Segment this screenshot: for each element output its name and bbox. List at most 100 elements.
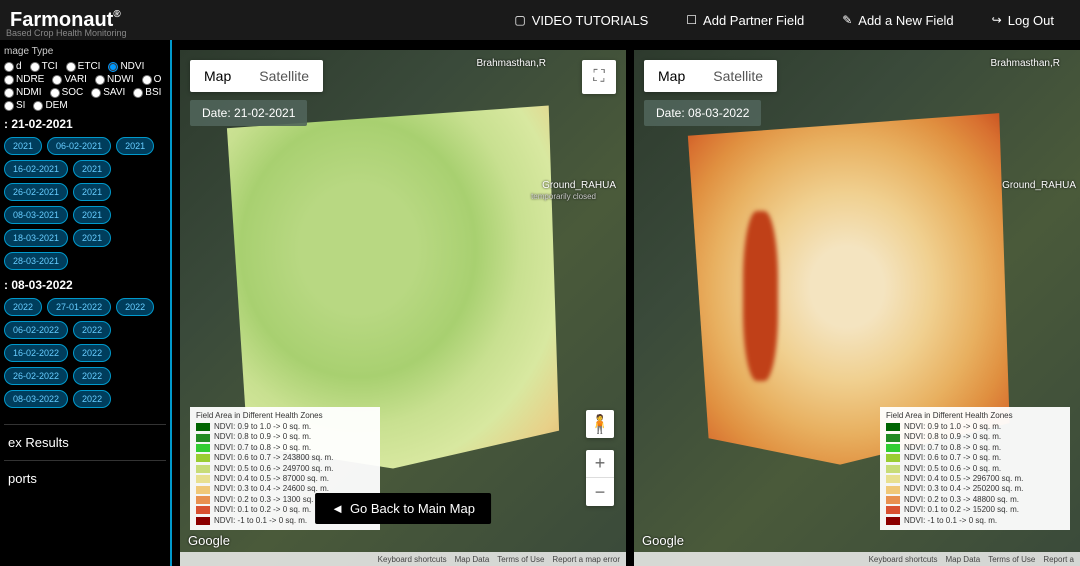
nav-logout[interactable]: ↪Log Out (992, 13, 1054, 28)
legend-row: NDVI: 0.5 to 0.6 -> 249700 sq. m. (196, 464, 374, 474)
legend-row: NDVI: 0.9 to 1.0 -> 0 sq. m. (886, 422, 1064, 432)
brand-subtitle: Based Crop Health Monitoring (6, 28, 127, 38)
date-badge-left: Date: 21-02-2021 (190, 100, 307, 126)
radio-bsi[interactable]: BSI (133, 87, 161, 98)
radio-ndmi[interactable]: NDMI (4, 87, 42, 98)
map-tab-map[interactable]: Map (644, 60, 699, 92)
nav-add-new-field[interactable]: ✎Add a New Field (842, 13, 953, 28)
date-pill[interactable]: 2021 (73, 160, 111, 178)
legend-swatch (196, 517, 210, 525)
radio-dem[interactable]: DEM (33, 100, 67, 111)
zoom-controls: + − (586, 450, 614, 506)
date-pill[interactable]: 2022 (73, 390, 111, 408)
legend-swatch (196, 475, 210, 483)
sidebar-link-results[interactable]: ex Results (4, 424, 166, 460)
radio-savi[interactable]: SAVI (91, 87, 125, 98)
zoom-out-button[interactable]: − (586, 478, 614, 506)
date-pill[interactable]: 06-02-2022 (4, 321, 68, 339)
date-pill[interactable]: 2022 (4, 298, 42, 316)
date-pill[interactable]: 08-03-2021 (4, 206, 68, 224)
legend-row: NDVI: 0.4 to 0.5 -> 296700 sq. m. (886, 474, 1064, 484)
map-footer-link[interactable]: Keyboard shortcuts (869, 555, 938, 564)
legend-swatch (196, 434, 210, 442)
radio-soc[interactable]: SOC (50, 87, 84, 98)
map-tab-map[interactable]: Map (190, 60, 245, 92)
google-logo: Google (188, 533, 230, 548)
legend-swatch (886, 423, 900, 431)
fullscreen-button[interactable]: ⛶ (582, 60, 616, 94)
date-pill[interactable]: 27-01-2022 (47, 298, 111, 316)
map-place-label: Ground_RAHUA (1002, 180, 1076, 191)
map-footer-right: Keyboard shortcuts Map Data Terms of Use Re… (634, 552, 1080, 566)
date-pill[interactable]: 06-02-2021 (47, 137, 111, 155)
legend-swatch (886, 454, 900, 462)
go-back-button[interactable]: ◄Go Back to Main Map (315, 493, 491, 524)
legend-swatch (886, 444, 900, 452)
map-tab-satellite[interactable]: Satellite (699, 60, 777, 92)
radio-ndvi[interactable]: NDVI (108, 61, 144, 72)
date-pill[interactable]: 2021 (4, 137, 42, 155)
map-footer-link[interactable]: Terms of Use (497, 555, 544, 564)
date-pill[interactable]: 26-02-2022 (4, 367, 68, 385)
date-pill[interactable]: 2021 (73, 183, 111, 201)
date-pill[interactable]: 26-02-2021 (4, 183, 68, 201)
legend-swatch (196, 506, 210, 514)
date-pill[interactable]: 2022 (73, 367, 111, 385)
map-footer-link[interactable]: Report a map error (552, 555, 620, 564)
radio-ndwi[interactable]: NDWI (95, 74, 134, 85)
radio-o[interactable]: O (142, 74, 162, 85)
ndvi-legend-right: Field Area in Different Health Zones NDV… (880, 407, 1070, 530)
radio-etci[interactable]: ETCI (66, 61, 101, 72)
date-badge-right: Date: 08-03-2022 (644, 100, 761, 126)
map-place-label: Brahmasthan,R (477, 58, 546, 69)
legend-swatch (886, 465, 900, 473)
legend-row: NDVI: 0.7 to 0.8 -> 0 sq. m. (886, 443, 1064, 453)
radio-d[interactable]: d (4, 61, 22, 72)
date-pill[interactable]: 16-02-2022 (4, 344, 68, 362)
legend-row: NDVI: 0.8 to 0.9 -> 0 sq. m. (886, 432, 1064, 442)
image-type-label: mage Type (4, 46, 166, 57)
legend-swatch (886, 506, 900, 514)
map-footer-link[interactable]: Report a (1043, 555, 1074, 564)
date-pill[interactable]: 2021 (116, 137, 154, 155)
radio-si[interactable]: SI (4, 100, 25, 111)
legend-swatch (886, 434, 900, 442)
map-panel-left[interactable]: Brahmasthan,R Ground_RAHUA temporarily c… (180, 50, 626, 566)
date-pill[interactable]: 28-03-2021 (4, 252, 68, 270)
legend-row: NDVI: 0.5 to 0.6 -> 0 sq. m. (886, 464, 1064, 474)
map-panel-right[interactable]: Brahmasthan,R Ground_RAHUA Map Satellite… (634, 50, 1080, 566)
legend-swatch (886, 517, 900, 525)
back-arrow-icon: ◄ (331, 501, 344, 516)
radio-tci[interactable]: TCI (30, 61, 58, 72)
legend-row: NDVI: 0.1 to 0.2 -> 15200 sq. m. (886, 505, 1064, 515)
sidebar-link-reports[interactable]: ports (4, 460, 166, 496)
zoom-in-button[interactable]: + (586, 450, 614, 478)
legend-swatch (196, 486, 210, 494)
date-pill[interactable]: 2021 (73, 206, 111, 224)
date-pill[interactable]: 2022 (73, 344, 111, 362)
date-pill[interactable]: 2021 (73, 229, 111, 247)
header-bar: Farmonaut® Based Crop Health Monitoring … (0, 0, 1080, 40)
map-footer-link[interactable]: Keyboard shortcuts (378, 555, 447, 564)
date-pill[interactable]: 18-03-2021 (4, 229, 68, 247)
radio-vari[interactable]: VARI (52, 74, 87, 85)
legend-swatch (196, 423, 210, 431)
nav-video-tutorials[interactable]: ▢VIDEO TUTORIALS (514, 13, 648, 28)
map-footer-link[interactable]: Map Data (946, 555, 981, 564)
map-footer-link[interactable]: Terms of Use (988, 555, 1035, 564)
legend-swatch (196, 444, 210, 452)
map-footer-link[interactable]: Map Data (455, 555, 490, 564)
legend-row: NDVI: 0.4 to 0.5 -> 87000 sq. m. (196, 474, 374, 484)
radio-ndre[interactable]: NDRE (4, 74, 44, 85)
map-tab-satellite[interactable]: Satellite (245, 60, 323, 92)
legend-swatch (196, 465, 210, 473)
map-place-label: Brahmasthan,R (991, 58, 1060, 69)
date-pill[interactable]: 16-02-2021 (4, 160, 68, 178)
nav-add-partner-field[interactable]: ☐Add Partner Field (686, 13, 804, 28)
legend-swatch (196, 454, 210, 462)
date-pill[interactable]: 08-03-2022 (4, 390, 68, 408)
date-pill[interactable]: 2022 (73, 321, 111, 339)
pegman-icon[interactable]: 🧍 (586, 410, 614, 438)
legend-row: NDVI: 0.7 to 0.8 -> 0 sq. m. (196, 443, 374, 453)
date-pill[interactable]: 2022 (116, 298, 154, 316)
